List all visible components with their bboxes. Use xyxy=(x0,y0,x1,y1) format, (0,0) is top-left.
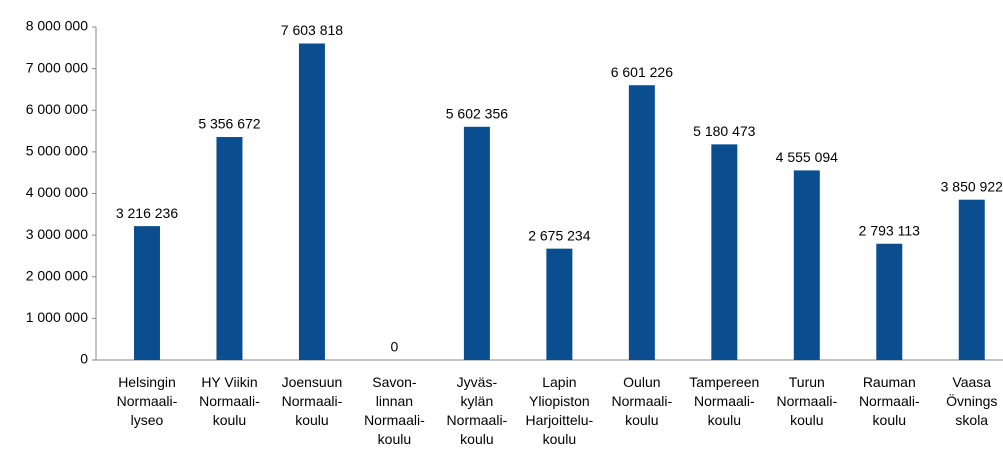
x-tick-line: Normaali- xyxy=(612,393,673,409)
y-tick-label: 5 000 000 xyxy=(26,143,88,159)
bar xyxy=(793,170,820,360)
value-label: 6 601 226 xyxy=(611,64,673,80)
value-label: 2 675 234 xyxy=(528,227,590,243)
y-tick-label: 8 000 000 xyxy=(26,18,88,34)
value-label: 5 602 356 xyxy=(446,106,508,122)
x-tick-line: Oulun xyxy=(623,374,660,390)
y-tick-label: 2 000 000 xyxy=(26,267,88,283)
x-tick-line: lyseo xyxy=(131,412,164,428)
x-tick-line: HY Viikin xyxy=(201,374,257,390)
x-tick-label: Helsingin Normaali-lyseo xyxy=(117,374,178,428)
bar xyxy=(216,137,243,360)
x-tick-line: Yliopiston xyxy=(529,393,590,409)
x-tick-label: Rauman Normaali-koulu xyxy=(859,374,920,428)
x-tick-line: koulu xyxy=(213,412,246,428)
value-label: 5 356 672 xyxy=(198,116,260,132)
x-tick-line: Tampereen xyxy=(689,374,759,390)
x-tick-label: Tampereen Normaali-koulu xyxy=(689,374,759,428)
value-label: 4 555 094 xyxy=(776,149,838,165)
bar xyxy=(298,43,325,360)
x-tick-label: Lapin Yliopiston Harjoittelu-koulu xyxy=(526,374,594,447)
x-tick-line: Normaali- xyxy=(282,393,343,409)
x-tick-line: Normaali- xyxy=(776,393,837,409)
y-tick-label: 6 000 000 xyxy=(26,101,88,117)
value-label: 3 216 236 xyxy=(116,205,178,221)
x-tick-label: Joensuun Normaali-koulu xyxy=(282,374,343,428)
value-label: 5 180 473 xyxy=(693,123,755,139)
y-tick-label: 7 000 000 xyxy=(26,59,88,75)
x-tick-label: Oulun Normaali-koulu xyxy=(612,374,673,428)
x-tick-line: Turun xyxy=(789,374,825,390)
x-tick-line: koulu xyxy=(460,431,493,447)
x-tick-line: Savon- xyxy=(372,374,417,390)
x-tick-line: koulu xyxy=(873,412,906,428)
x-tick-line: Normaali- xyxy=(199,393,260,409)
x-tick-line: koulu xyxy=(790,412,823,428)
x-tick-label: Vaasa Övnings skola xyxy=(946,374,997,428)
x-tick-line: Normaali- xyxy=(694,393,755,409)
value-label: 3 850 922 xyxy=(941,178,1003,194)
x-tick-label: Jyväs-kylän Normaali-koulu xyxy=(447,374,508,447)
x-tick-line: Helsingin xyxy=(118,374,176,390)
x-tick-line: koulu xyxy=(708,412,741,428)
y-tick-label: 4 000 000 xyxy=(26,184,88,200)
x-tick-line: koulu xyxy=(543,431,576,447)
x-tick-label: Savon-linnan Normaali-koulu xyxy=(364,374,425,447)
value-label: 7 603 818 xyxy=(281,22,343,38)
x-tick-line: koulu xyxy=(295,412,328,428)
value-label: 2 793 113 xyxy=(859,222,920,238)
x-tick-line: koulu xyxy=(625,412,658,428)
x-tick-line: Jyväs- xyxy=(457,374,498,390)
bar xyxy=(876,243,903,360)
x-tick-line: Normaali- xyxy=(364,412,425,428)
x-tick-line: Normaali- xyxy=(117,393,178,409)
x-tick-line: Vaasa xyxy=(952,374,991,390)
x-tick-line: Rauman xyxy=(863,374,916,390)
bar xyxy=(628,85,655,360)
x-tick-line: Lapin xyxy=(542,374,576,390)
x-tick-line: linnan xyxy=(376,393,413,409)
x-tick-line: Harjoittelu- xyxy=(526,412,594,428)
y-tick-label: 1 000 000 xyxy=(26,309,88,325)
x-tick-line: skola xyxy=(955,412,988,428)
x-tick-line: Övnings xyxy=(946,392,997,409)
bar xyxy=(711,144,738,360)
x-tick-line: Joensuun xyxy=(282,374,343,390)
bar xyxy=(546,248,573,360)
y-tick-label: 0 xyxy=(80,351,88,367)
x-tick-line: kylän xyxy=(461,393,494,409)
bar xyxy=(958,199,985,360)
bar xyxy=(133,226,160,360)
x-tick-line: Normaali- xyxy=(859,393,920,409)
x-tick-label: HY Viikin Normaali-koulu xyxy=(199,374,260,428)
x-tick-label: Turun Normaali-koulu xyxy=(776,374,837,428)
x-tick-line: Normaali- xyxy=(447,412,508,428)
x-tick-line: koulu xyxy=(378,431,411,447)
y-tick-label: 3 000 000 xyxy=(26,226,88,242)
bar xyxy=(463,126,490,360)
value-label: 0 xyxy=(391,339,399,355)
